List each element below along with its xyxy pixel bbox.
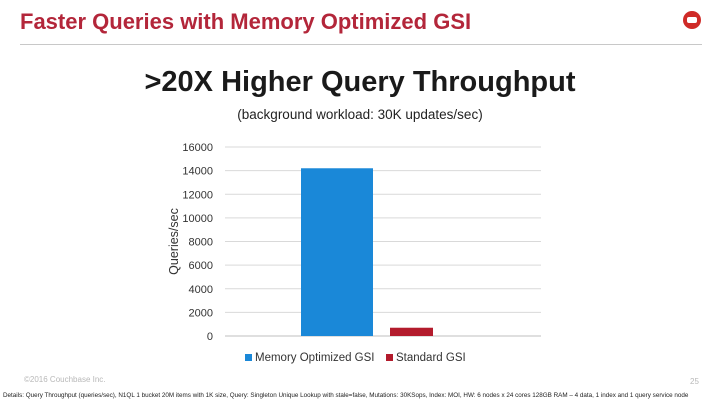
bar-memory-optimized-gsi xyxy=(301,168,373,336)
bar-standard-gsi xyxy=(390,327,433,336)
y-tick-label: 2000 xyxy=(189,307,213,319)
slide-title: Faster Queries with Memory Optimized GSI xyxy=(20,9,472,34)
headline: >20X Higher Query Throughput xyxy=(144,66,576,98)
copyright: ©2016 Couchbase Inc. xyxy=(24,375,106,384)
y-tick-label: 4000 xyxy=(189,284,213,296)
y-tick-label: 12000 xyxy=(182,189,213,201)
y-tick-label: 14000 xyxy=(182,166,213,178)
chart-subtitle: (background workload: 30K updates/sec) xyxy=(237,107,483,122)
y-tick-label: 8000 xyxy=(189,237,213,249)
y-tick-label: 0 xyxy=(207,331,213,343)
y-tick-label: 6000 xyxy=(189,260,213,272)
couchbase-logo-icon xyxy=(683,11,701,29)
y-tick-label: 10000 xyxy=(182,213,213,225)
legend-swatch xyxy=(245,354,252,361)
legend-label: Memory Optimized GSI xyxy=(255,352,375,364)
header-divider xyxy=(20,44,702,45)
y-tick-label: 16000 xyxy=(182,142,213,154)
legend-swatch xyxy=(386,354,393,361)
legend-label: Standard GSI xyxy=(396,352,466,364)
y-axis-label: Queries/sec xyxy=(167,208,181,275)
details-footnote: Details: Query Throughput (queries/sec),… xyxy=(3,392,689,399)
page-number: 25 xyxy=(690,377,699,386)
